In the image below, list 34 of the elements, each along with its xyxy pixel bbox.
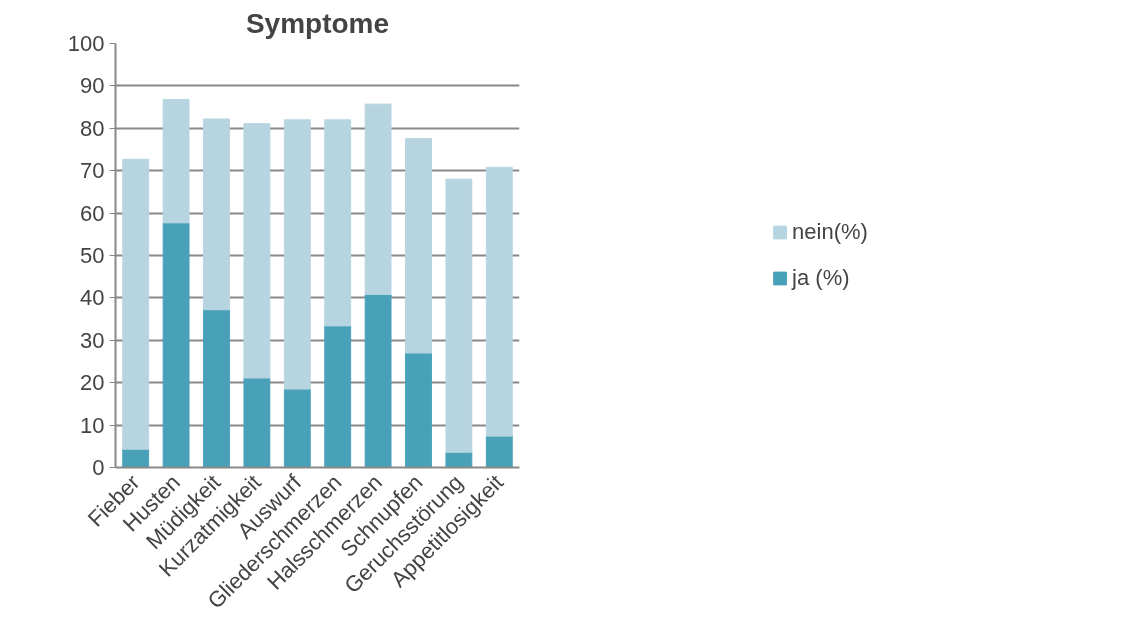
bar	[364, 103, 392, 296]
bar	[445, 451, 473, 468]
bar	[283, 119, 311, 390]
bar	[243, 377, 271, 468]
y-tick-label: 60	[80, 200, 105, 226]
bar	[324, 119, 352, 327]
bar	[283, 388, 311, 468]
bar	[203, 118, 230, 311]
bar	[364, 294, 392, 468]
y-tick-label: 70	[80, 158, 105, 184]
y-tick-label: 50	[80, 243, 105, 268]
legend-label: ja (%)	[792, 265, 850, 291]
bar	[122, 158, 150, 450]
bar	[203, 309, 230, 468]
y-tick-label: 100	[67, 31, 105, 56]
bar	[485, 435, 513, 468]
bar	[324, 325, 352, 468]
bar	[162, 222, 190, 468]
legend-label: nein(%)	[792, 219, 868, 245]
bar	[445, 178, 473, 453]
bar	[243, 123, 271, 379]
bar	[485, 166, 513, 437]
bar	[405, 352, 432, 468]
y-tick-label: 40	[80, 285, 105, 311]
y-tick-label: 90	[80, 73, 105, 99]
y-tick-label: 0	[92, 455, 105, 480]
y-tick-label: 10	[80, 412, 105, 438]
y-tick-label: 20	[80, 370, 105, 396]
chart-title: Symptome	[245, 7, 390, 39]
y-tick-label: 30	[80, 327, 105, 353]
y-tick-label: 80	[80, 115, 105, 141]
bar	[122, 448, 150, 468]
bar	[162, 98, 190, 224]
bar	[405, 137, 432, 354]
